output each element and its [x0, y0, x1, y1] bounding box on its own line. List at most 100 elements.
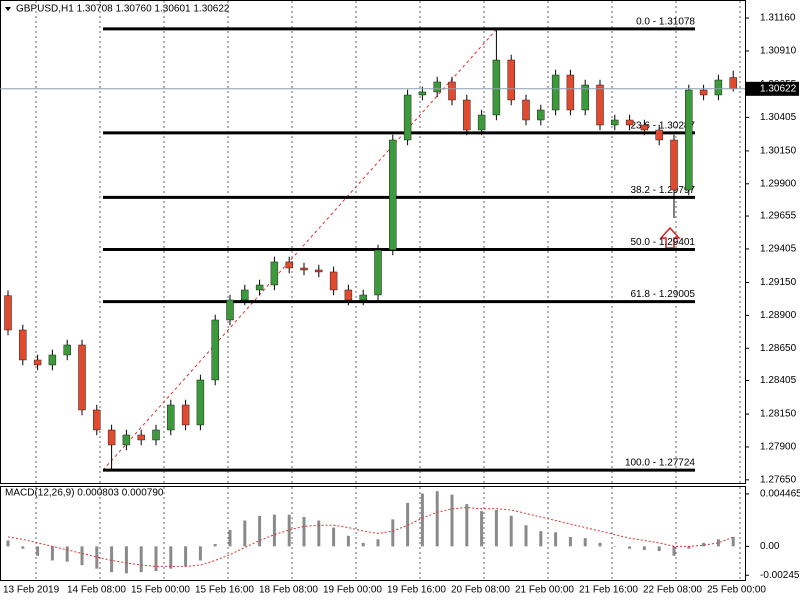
- macd-bar: [642, 546, 646, 550]
- candle-body: [507, 59, 515, 101]
- macd-bar: [272, 514, 276, 547]
- x-tick-label: 19 Feb 00:00: [323, 585, 382, 596]
- macd-bar: [672, 546, 676, 556]
- candle-body: [107, 429, 116, 446]
- macd-bar: [376, 539, 380, 547]
- y-tick-label: 1.27650: [760, 474, 797, 485]
- candle-body: [196, 379, 205, 426]
- candle-body: [167, 404, 175, 431]
- candle-body: [418, 91, 427, 96]
- candle-body: [78, 344, 86, 411]
- macd-bar: [450, 494, 454, 547]
- candle-body: [48, 354, 57, 366]
- candle-body: [329, 271, 338, 291]
- fib-label: 100.0 - 1.27724: [625, 458, 695, 469]
- fib-label: 38.2 - 1.29797: [631, 185, 696, 196]
- candle-body: [640, 124, 649, 131]
- macd-bar: [124, 546, 128, 574]
- candle-body: [522, 99, 530, 121]
- y-tick-label: 1.28650: [760, 343, 797, 354]
- y-tick-label: 1.29900: [760, 178, 797, 189]
- candle-body: [4, 295, 12, 331]
- candle-body: [537, 109, 545, 121]
- up-arrow: [659, 226, 681, 249]
- candle-body: [611, 119, 619, 126]
- macd-bar: [628, 546, 632, 549]
- macd-bar: [50, 546, 54, 561]
- macd-bar: [21, 546, 25, 549]
- x-tick-label: 21 Feb 16:00: [579, 585, 638, 596]
- candle-body: [566, 74, 575, 111]
- y-tick-label: 1.29150: [760, 277, 797, 288]
- fib-label: 50.0 - 1.29401: [631, 237, 696, 248]
- candle-body: [33, 359, 42, 366]
- macd-title: MACD(12,26,9) 0.000803 0.000790: [5, 488, 164, 499]
- x-tick-label: 18 Feb 08:00: [259, 585, 318, 596]
- y-tick-label: 1.29405: [760, 244, 797, 255]
- fib-label: 61.8 - 1.29005: [631, 289, 696, 300]
- macd-bar: [65, 546, 69, 562]
- candle-body: [625, 119, 634, 126]
- candle-body: [270, 261, 279, 286]
- macd-frame: [0, 486, 746, 581]
- macd-bar: [420, 493, 424, 547]
- macd-bar: [139, 546, 143, 573]
- macd-bar: [169, 546, 173, 569]
- macd-bar: [598, 542, 602, 547]
- macd-bar: [702, 542, 706, 547]
- macd-bar: [317, 520, 321, 547]
- candle-body: [596, 84, 604, 126]
- macd-bar: [657, 546, 661, 552]
- macd-bar: [154, 546, 158, 572]
- candle-body: [122, 434, 131, 446]
- x-tick-label: 25 Feb 00:00: [707, 585, 766, 596]
- macd-bar: [480, 511, 484, 547]
- x-tick-label: 21 Feb 00:00: [515, 585, 574, 596]
- candle-body: [389, 139, 397, 251]
- candle-body: [226, 299, 234, 321]
- candle-body: [714, 79, 723, 96]
- candle-body: [359, 294, 367, 301]
- macd-bar: [509, 515, 513, 547]
- x-tick-label: 20 Feb 08:00: [451, 585, 510, 596]
- y-tick-label: 1.28150: [760, 409, 797, 420]
- x-tick-label: 14 Feb 08:00: [67, 585, 126, 596]
- x-tick-label: 15 Feb 16:00: [195, 585, 254, 596]
- menu-triangle[interactable]: [5, 7, 11, 11]
- candle-body: [433, 81, 441, 93]
- macd-bar: [524, 525, 528, 547]
- macd-bar: [494, 509, 498, 547]
- candle-body: [93, 409, 101, 431]
- candle-body: [152, 429, 160, 441]
- macd-bar: [583, 538, 587, 547]
- candle-body: [655, 129, 663, 141]
- candle-body: [448, 81, 456, 101]
- macd-bar: [302, 517, 306, 547]
- y-tick-label: 0.004465: [760, 489, 800, 500]
- macd-bar: [613, 546, 617, 547]
- x-tick-label: 15 Feb 00:00: [131, 585, 190, 596]
- fib-label: 0.0 - 1.31078: [636, 16, 695, 27]
- y-tick-label: 0.00: [760, 541, 780, 552]
- macd-bar: [6, 540, 10, 547]
- current-price-label: 1.30622: [760, 83, 797, 94]
- macd-bar: [184, 546, 188, 567]
- x-tick-label: 19 Feb 16:00: [387, 585, 446, 596]
- macd-bar: [228, 529, 232, 547]
- candle-body: [241, 289, 249, 301]
- x-tick-label: 13 Feb 2019: [3, 585, 60, 596]
- candle-body: [285, 261, 293, 269]
- y-tick-label: 1.29655: [760, 211, 797, 222]
- y-tick-label: 1.30150: [760, 146, 797, 157]
- macd-bar: [243, 520, 247, 547]
- y-tick-label: 1.28900: [760, 310, 797, 321]
- macd-bar: [80, 546, 84, 566]
- chart-title: GBPUSD,H1 1.30708 1.30760 1.30601 1.3062…: [16, 4, 230, 15]
- y-tick-label: 1.28405: [760, 375, 797, 386]
- macd-bar: [36, 546, 40, 556]
- main-frame: [0, 0, 746, 484]
- macd-bar: [361, 542, 365, 547]
- x-tick-label: 22 Feb 08:00: [643, 585, 702, 596]
- candle-body: [403, 94, 412, 141]
- macd-bar: [346, 535, 350, 547]
